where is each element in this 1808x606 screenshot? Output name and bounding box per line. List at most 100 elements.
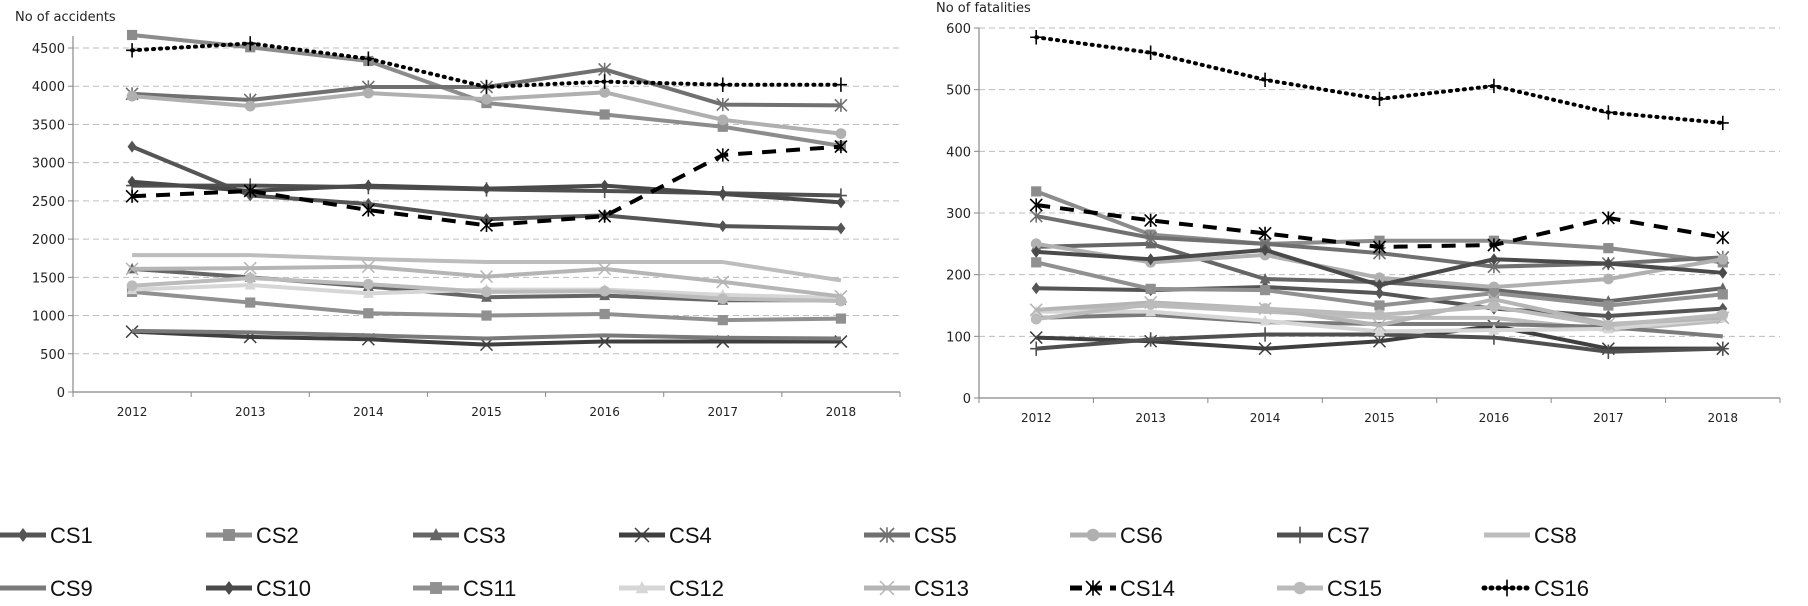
data-point-marker (1145, 298, 1157, 310)
data-point-marker (834, 77, 847, 92)
legend-item-cs4: CS4 (619, 523, 712, 548)
data-point-marker (244, 278, 256, 290)
legend-item-cs5: CS5 (864, 523, 957, 548)
series-cs15 (126, 272, 847, 307)
legend-label: CS11 (463, 576, 516, 601)
legend-item-cs14: CS14 (1070, 576, 1175, 601)
legend-item-cs6: CS6 (1070, 523, 1163, 548)
legend-item-cs8: CS8 (1484, 523, 1577, 548)
data-point-marker (479, 218, 494, 232)
data-point-marker (1716, 231, 1730, 245)
y-tick-label: 2500 (32, 195, 65, 210)
data-point-marker (1029, 209, 1043, 223)
legend-label: CS14 (1120, 576, 1175, 601)
legend-item-cs11: CS11 (413, 576, 516, 601)
data-point-marker (598, 335, 612, 349)
data-point-marker (1374, 309, 1385, 321)
data-point-marker (243, 261, 257, 275)
legend-item-cs1: CS1 (0, 523, 93, 548)
data-point-marker (362, 87, 374, 99)
legend-marker-icon (879, 580, 895, 596)
data-point-marker (1717, 289, 1728, 300)
data-point-marker (599, 285, 611, 297)
data-point-marker (1259, 284, 1271, 296)
y-tick-label: 0 (963, 392, 971, 407)
legend-marker-icon (634, 527, 650, 543)
data-point-marker (835, 313, 847, 324)
x-tick-label: 2017 (1593, 411, 1624, 425)
x-tick-label: 2018 (1708, 411, 1739, 425)
legend-marker-icon (17, 528, 29, 542)
data-point-marker (127, 175, 137, 188)
data-point-marker (1375, 279, 1384, 292)
data-point-marker (1602, 273, 1614, 285)
fatalities-axes: 0 100 200 300 400 500 600 2012 2013 2014 2015 2016 2… (946, 22, 1781, 425)
data-point-marker (836, 196, 846, 209)
data-point-marker (1259, 272, 1271, 284)
data-point-marker (1602, 105, 1615, 120)
series-cs4 (125, 325, 848, 352)
x-tick-label: 2013 (235, 405, 266, 419)
data-point-marker (1374, 300, 1385, 311)
data-point-marker (599, 308, 610, 320)
data-point-marker (1375, 287, 1384, 300)
data-point-marker (834, 98, 848, 112)
data-point-marker (362, 51, 375, 66)
data-point-marker (1030, 313, 1042, 325)
series-line-cs16 (1034, 35, 1725, 125)
data-point-marker (1259, 72, 1272, 87)
legend-item-cs16: CS16 (1481, 576, 1589, 601)
data-point-marker (599, 86, 611, 98)
legend-label: CS13 (914, 576, 969, 601)
data-point-marker (1259, 303, 1271, 314)
data-point-marker (600, 179, 610, 192)
fatalities-chart: No of fatalities 0 100 200 300 400 500 600 2012… (936, 1, 1781, 425)
x-tick-label: 2012 (117, 405, 148, 419)
series-cs10 (1031, 244, 1728, 292)
data-point-marker (126, 280, 138, 292)
x-tick-label: 2015 (1364, 411, 1395, 425)
legend-label: CS16 (1534, 576, 1589, 601)
legend-label: CS15 (1327, 576, 1382, 601)
legend-marker-icon (1085, 580, 1101, 596)
legend-label: CS4 (669, 523, 712, 548)
accidents-axes: 0 500 1000 1500 2000 2500 3000 3500 4000 4500 2012… (32, 36, 901, 419)
data-point-marker (125, 189, 139, 203)
data-point-marker (716, 77, 729, 92)
data-point-marker (1030, 238, 1042, 250)
data-point-marker (1488, 288, 1500, 299)
data-point-marker (362, 287, 374, 298)
data-point-marker (1603, 300, 1614, 311)
y-tick-label: 500 (40, 348, 65, 363)
x-tick-label: 2016 (1479, 411, 1510, 425)
data-point-marker (480, 79, 493, 95)
x-tick-label: 2015 (471, 405, 502, 419)
legend-marker-icon (430, 582, 442, 594)
data-point-marker (126, 90, 138, 102)
legend-label: CS1 (50, 523, 93, 548)
legend-label: CS2 (256, 523, 299, 548)
data-point-marker (479, 338, 494, 352)
y-tick-label: 300 (946, 207, 971, 222)
x-tick-label: 2016 (589, 405, 620, 419)
data-point-marker (126, 29, 138, 41)
data-point-marker (481, 286, 492, 298)
data-point-marker (1260, 244, 1270, 256)
data-point-marker (1031, 257, 1042, 268)
data-point-marker (1030, 341, 1043, 356)
legend-item-cs12: CS12 (619, 576, 724, 601)
legend-label: CS12 (669, 576, 724, 601)
y-tick-label: 2000 (32, 233, 65, 248)
legend-marker-icon (879, 527, 895, 543)
legend-marker-icon (1293, 581, 1307, 595)
data-point-marker (1029, 303, 1043, 317)
x-tick-label: 2012 (1021, 411, 1052, 425)
legend-label: CS5 (914, 523, 957, 548)
data-point-marker (598, 74, 611, 89)
legend-item-cs10: CS10 (206, 576, 311, 601)
data-point-marker (1374, 272, 1385, 284)
data-point-marker (1258, 342, 1272, 356)
data-point-marker (1146, 253, 1156, 266)
y-tick-label: 200 (946, 269, 971, 284)
